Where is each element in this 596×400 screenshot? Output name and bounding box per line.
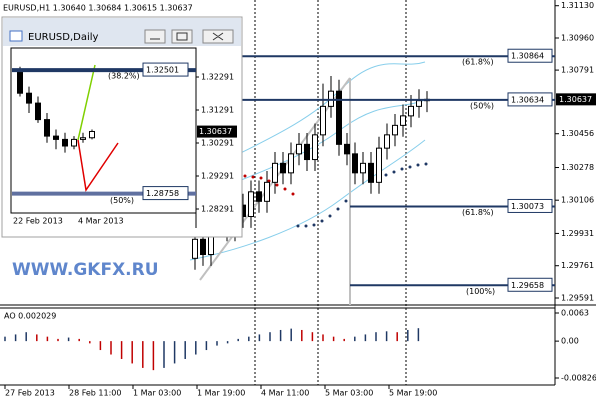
level-price: 1.30634 xyxy=(511,95,544,104)
window-titlebar xyxy=(3,18,241,46)
level-box xyxy=(507,92,553,107)
time-label: 5 Mar 03:00 xyxy=(325,389,373,398)
window-icon xyxy=(9,30,23,42)
candle-body xyxy=(62,138,68,147)
ao-axis-label: 0.0063 xyxy=(561,309,589,318)
price-label: 1.30106 xyxy=(561,196,594,205)
inset-price-label: 1.28291 xyxy=(201,205,234,214)
candle-body xyxy=(320,105,326,136)
candle-body xyxy=(400,115,406,126)
candle-body xyxy=(53,135,59,140)
candle-body xyxy=(352,153,358,174)
candle-body xyxy=(44,119,50,137)
candle-body xyxy=(17,69,23,94)
candle-body xyxy=(80,137,86,140)
header: EURUSD,H1 1.30640 1.30684 1.30615 1.3063… xyxy=(3,4,193,13)
candle-body xyxy=(192,238,198,259)
candle-body xyxy=(256,191,262,202)
time-label: 28 Feb 11:00 xyxy=(69,389,121,398)
price-label: 1.31130 xyxy=(561,1,594,10)
level-box xyxy=(142,62,189,77)
ao-axis-label: 0.00 xyxy=(561,337,579,346)
wave-line xyxy=(77,64,96,141)
candle-body xyxy=(392,124,398,136)
sar-dots xyxy=(243,174,295,196)
inset-price-label: 1.31291 xyxy=(201,106,234,115)
fib-label: (50%) xyxy=(470,101,494,110)
candle-body xyxy=(408,105,414,117)
candle-body xyxy=(280,162,286,174)
candle-body xyxy=(376,147,382,183)
level-box xyxy=(507,198,553,213)
candle-body xyxy=(89,130,95,139)
candle-body xyxy=(288,153,294,174)
candle-body xyxy=(360,162,366,174)
current-price: 1.30637 xyxy=(559,95,592,104)
fib-label: (61.8%) xyxy=(462,208,494,217)
time-label: 4 Mar 2013 xyxy=(78,217,124,226)
inset-price-label: 1.32291 xyxy=(201,73,234,82)
candle-body xyxy=(384,134,390,149)
price-label: 1.30791 xyxy=(561,66,594,75)
watermark: WWW.GKFX.RU xyxy=(12,260,159,280)
fib-label: (61.8%) xyxy=(462,58,494,67)
level-price: 1.30864 xyxy=(511,52,544,61)
candle-body xyxy=(416,100,422,107)
candle-body xyxy=(272,162,278,183)
level-price: 1.30073 xyxy=(511,202,544,211)
price-label: 1.30456 xyxy=(561,129,594,138)
price-label: 1.29761 xyxy=(561,261,594,270)
current-price: 1.30637 xyxy=(199,127,232,136)
window-title: EURUSD,Daily xyxy=(28,32,99,43)
candle-body xyxy=(264,181,270,202)
wave-line xyxy=(77,139,119,192)
time-label: 5 Mar 19:00 xyxy=(389,389,437,398)
candle-body xyxy=(296,143,302,155)
current-price-box xyxy=(197,125,237,138)
fib-label: (100%) xyxy=(466,287,495,296)
ao-axis-label: -0.00826 xyxy=(561,374,596,383)
inset-price-label: 1.29291 xyxy=(201,172,234,181)
level-box xyxy=(142,186,189,201)
price-label: 1.29591 xyxy=(561,294,594,303)
candle-body xyxy=(304,143,310,161)
candle-body xyxy=(312,134,318,161)
candle-body xyxy=(71,138,77,147)
maximize-button[interactable] xyxy=(171,29,193,44)
level-price: 1.29658 xyxy=(511,281,544,290)
level-price: 1.32501 xyxy=(146,66,179,75)
candle-body xyxy=(328,90,334,107)
price-label: 1.30960 xyxy=(561,34,594,43)
candle-body xyxy=(344,143,350,155)
level-price: 1.28758 xyxy=(146,189,179,198)
inset-window[interactable]: EURUSD,Daily 1.32291 1.31291 1.30291 1.2929… xyxy=(1,16,243,238)
candle-body xyxy=(26,92,32,104)
time-label: 22 Feb 2013 xyxy=(13,217,63,226)
candle-body xyxy=(200,238,206,256)
fib-label: (38.2%) xyxy=(108,72,140,81)
time-label: 1 Mar 19:00 xyxy=(197,389,245,398)
current-price-box xyxy=(556,93,596,106)
price-label: 1.29931 xyxy=(561,229,594,238)
indicator-label: AO 0.002029 xyxy=(4,312,56,321)
candle-body xyxy=(35,102,41,121)
price-label: 1.30278 xyxy=(561,163,594,172)
inset-price-label: 1.30291 xyxy=(201,139,234,148)
level-box xyxy=(507,48,553,63)
level-box xyxy=(507,277,553,292)
time-label: 4 Mar 11:00 xyxy=(261,389,309,398)
candle-body xyxy=(368,162,374,183)
minimize-button[interactable] xyxy=(144,29,166,44)
time-label: 27 Feb 2013 xyxy=(5,389,55,398)
button-glyphs xyxy=(150,32,224,41)
candle-body xyxy=(248,191,254,218)
time-label: 1 Mar 03:00 xyxy=(133,389,181,398)
fib-label: (50%) xyxy=(110,196,134,205)
candle-body xyxy=(336,90,342,145)
